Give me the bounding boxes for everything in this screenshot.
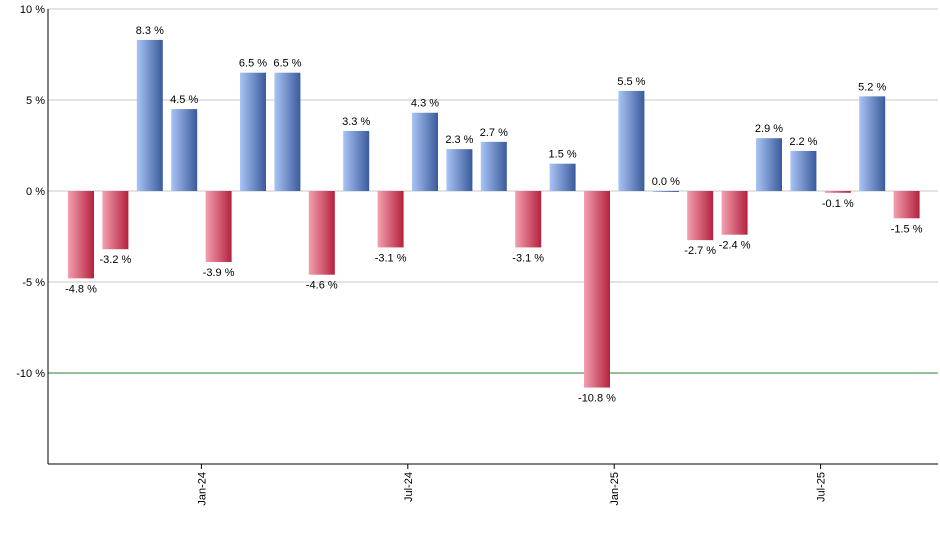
data-label: -3.2 % xyxy=(100,254,132,266)
bar xyxy=(687,191,714,241)
data-label: -2.7 % xyxy=(684,245,716,257)
data-label: -4.8 % xyxy=(65,283,97,295)
data-label: -4.6 % xyxy=(306,280,338,292)
data-label: -1.5 % xyxy=(891,223,923,235)
data-label: 3.3 % xyxy=(342,116,370,128)
data-label: -3.1 % xyxy=(512,252,544,264)
bar xyxy=(893,191,920,219)
bar xyxy=(377,191,404,248)
bar xyxy=(652,191,679,192)
bar xyxy=(584,191,610,388)
y-tick-label: 10 % xyxy=(20,4,45,16)
data-label: 2.7 % xyxy=(480,127,508,139)
data-label: 5.5 % xyxy=(617,76,645,88)
bar xyxy=(824,191,851,193)
data-label: 0.0 % xyxy=(652,176,680,188)
data-label: 2.9 % xyxy=(755,123,783,135)
x-tick-label: Jul-25 xyxy=(816,472,828,502)
bar xyxy=(102,191,129,250)
data-label: -2.4 % xyxy=(719,240,751,252)
data-label: 2.2 % xyxy=(789,136,817,148)
data-label: -0.1 % xyxy=(822,198,854,210)
bar xyxy=(859,96,886,191)
y-tick-label: -5 % xyxy=(22,277,45,289)
data-labels: -4.8 % -3.2 % 8.3 % 4.5 % -3.9 % 6.5 % 6.5 % -4… xyxy=(65,25,923,405)
data-label: 6.5 % xyxy=(239,58,267,70)
bar xyxy=(308,191,335,275)
bar xyxy=(205,191,232,262)
data-label: 2.3 % xyxy=(445,134,473,146)
bars xyxy=(68,39,920,388)
data-label: 4.5 % xyxy=(170,94,198,106)
x-tick-label: Jan-24 xyxy=(196,472,208,506)
bar xyxy=(343,130,370,191)
bar xyxy=(274,72,301,191)
data-label: -3.9 % xyxy=(203,267,235,279)
bar xyxy=(171,109,198,191)
y-tick-label: -10 % xyxy=(16,368,45,380)
bar xyxy=(721,191,748,235)
bar xyxy=(136,39,163,191)
data-label: 8.3 % xyxy=(136,25,164,37)
bar xyxy=(790,150,817,191)
bar xyxy=(240,72,266,191)
data-label: -10.8 % xyxy=(578,393,616,405)
axes: 10 % 5 % 0 % -5 % -10 % Jan-24 Jul-24 Jan-25 Jul… xyxy=(16,4,938,506)
bar xyxy=(515,191,542,248)
data-label: 4.3 % xyxy=(411,98,439,110)
bar xyxy=(618,90,645,191)
bar xyxy=(480,141,507,191)
bar xyxy=(549,163,576,191)
bar xyxy=(412,112,438,191)
data-label: -3.1 % xyxy=(375,252,407,264)
x-tick-label: Jan-25 xyxy=(609,472,621,506)
bar xyxy=(68,191,94,279)
y-tick-label: 5 % xyxy=(26,95,45,107)
data-label: 6.5 % xyxy=(273,58,301,70)
y-tick-label: 0 % xyxy=(26,186,45,198)
data-label: 1.5 % xyxy=(549,149,577,161)
x-tick-label: Jul-24 xyxy=(403,472,415,502)
data-label: 5.2 % xyxy=(858,81,886,93)
bar xyxy=(756,138,782,191)
bar xyxy=(446,149,473,191)
